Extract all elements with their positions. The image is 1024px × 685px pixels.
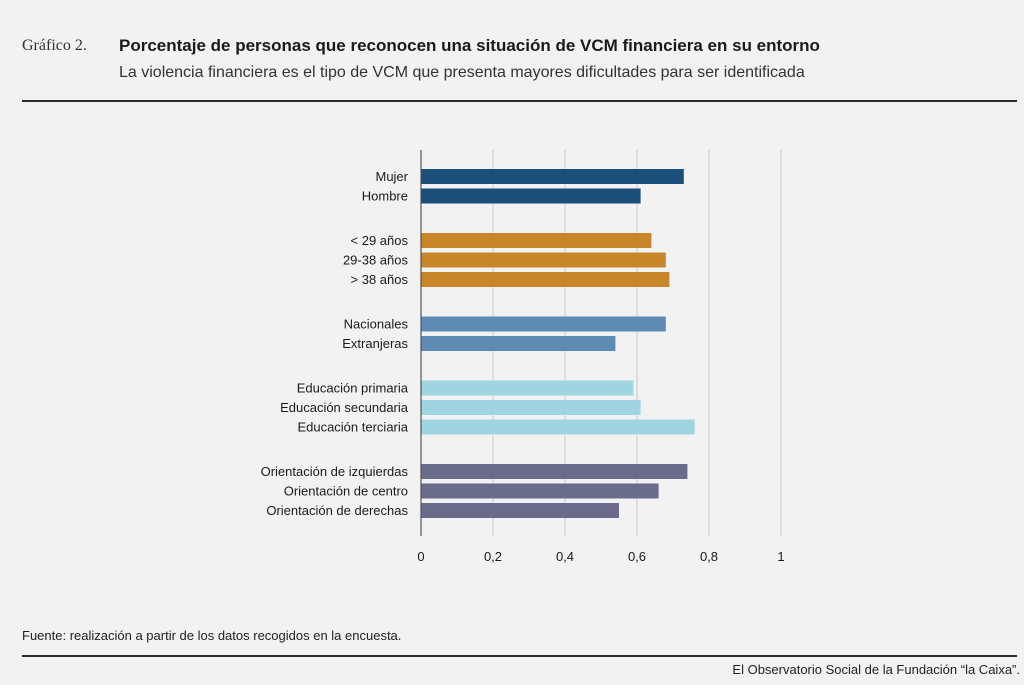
- category-label: 29-38 años: [343, 253, 409, 268]
- category-label: Extranjeras: [342, 336, 408, 351]
- x-tick-label: 0,8: [700, 549, 718, 564]
- bar: [421, 483, 659, 499]
- x-tick-label: 0: [417, 549, 424, 564]
- figure-label: Gráfico 2.: [22, 37, 87, 54]
- category-label: > 38 años: [351, 272, 409, 287]
- x-tick-label: 0,4: [556, 549, 574, 564]
- category-label: Hombre: [362, 189, 408, 204]
- bar: [421, 316, 666, 332]
- bar-chart: Mujer Hombre < 29 años 29-38 años > 38 años N…: [261, 150, 785, 564]
- bar: [421, 400, 641, 415]
- header-divider: [22, 100, 1017, 102]
- category-label: Mujer: [375, 169, 408, 184]
- category-label: Orientación de izquierdas: [261, 464, 409, 479]
- category-label: Educación primaria: [297, 381, 409, 396]
- bar: [421, 503, 619, 518]
- bar: [421, 233, 652, 248]
- x-tick-label: 0,2: [484, 549, 502, 564]
- x-tick-label: 0,6: [628, 549, 646, 564]
- source-note: Fuente: realización a partir de los dato…: [22, 628, 402, 643]
- category-label: Educación terciaria: [297, 420, 408, 435]
- chart-subtitle: La violencia financiera es el tipo de VC…: [119, 64, 805, 81]
- bar: [421, 464, 688, 479]
- category-label: < 29 años: [351, 233, 409, 248]
- bar: [421, 188, 641, 204]
- credit-line: El Observatorio Social de la Fundación “…: [732, 662, 1020, 677]
- bar: [421, 336, 616, 351]
- bar: [421, 252, 666, 268]
- footer-divider: [22, 655, 1017, 657]
- chart-title: Porcentaje de personas que reconocen una…: [119, 36, 820, 55]
- category-label: Orientación de centro: [284, 484, 408, 499]
- x-tick-label: 1: [777, 549, 784, 564]
- bar: [421, 169, 684, 184]
- bar: [421, 380, 634, 396]
- bar: [421, 419, 695, 435]
- bar: [421, 272, 670, 287]
- category-label: Nacionales: [344, 317, 409, 332]
- category-label: Orientación de derechas: [266, 503, 408, 518]
- category-label: Educación secundaria: [280, 400, 409, 415]
